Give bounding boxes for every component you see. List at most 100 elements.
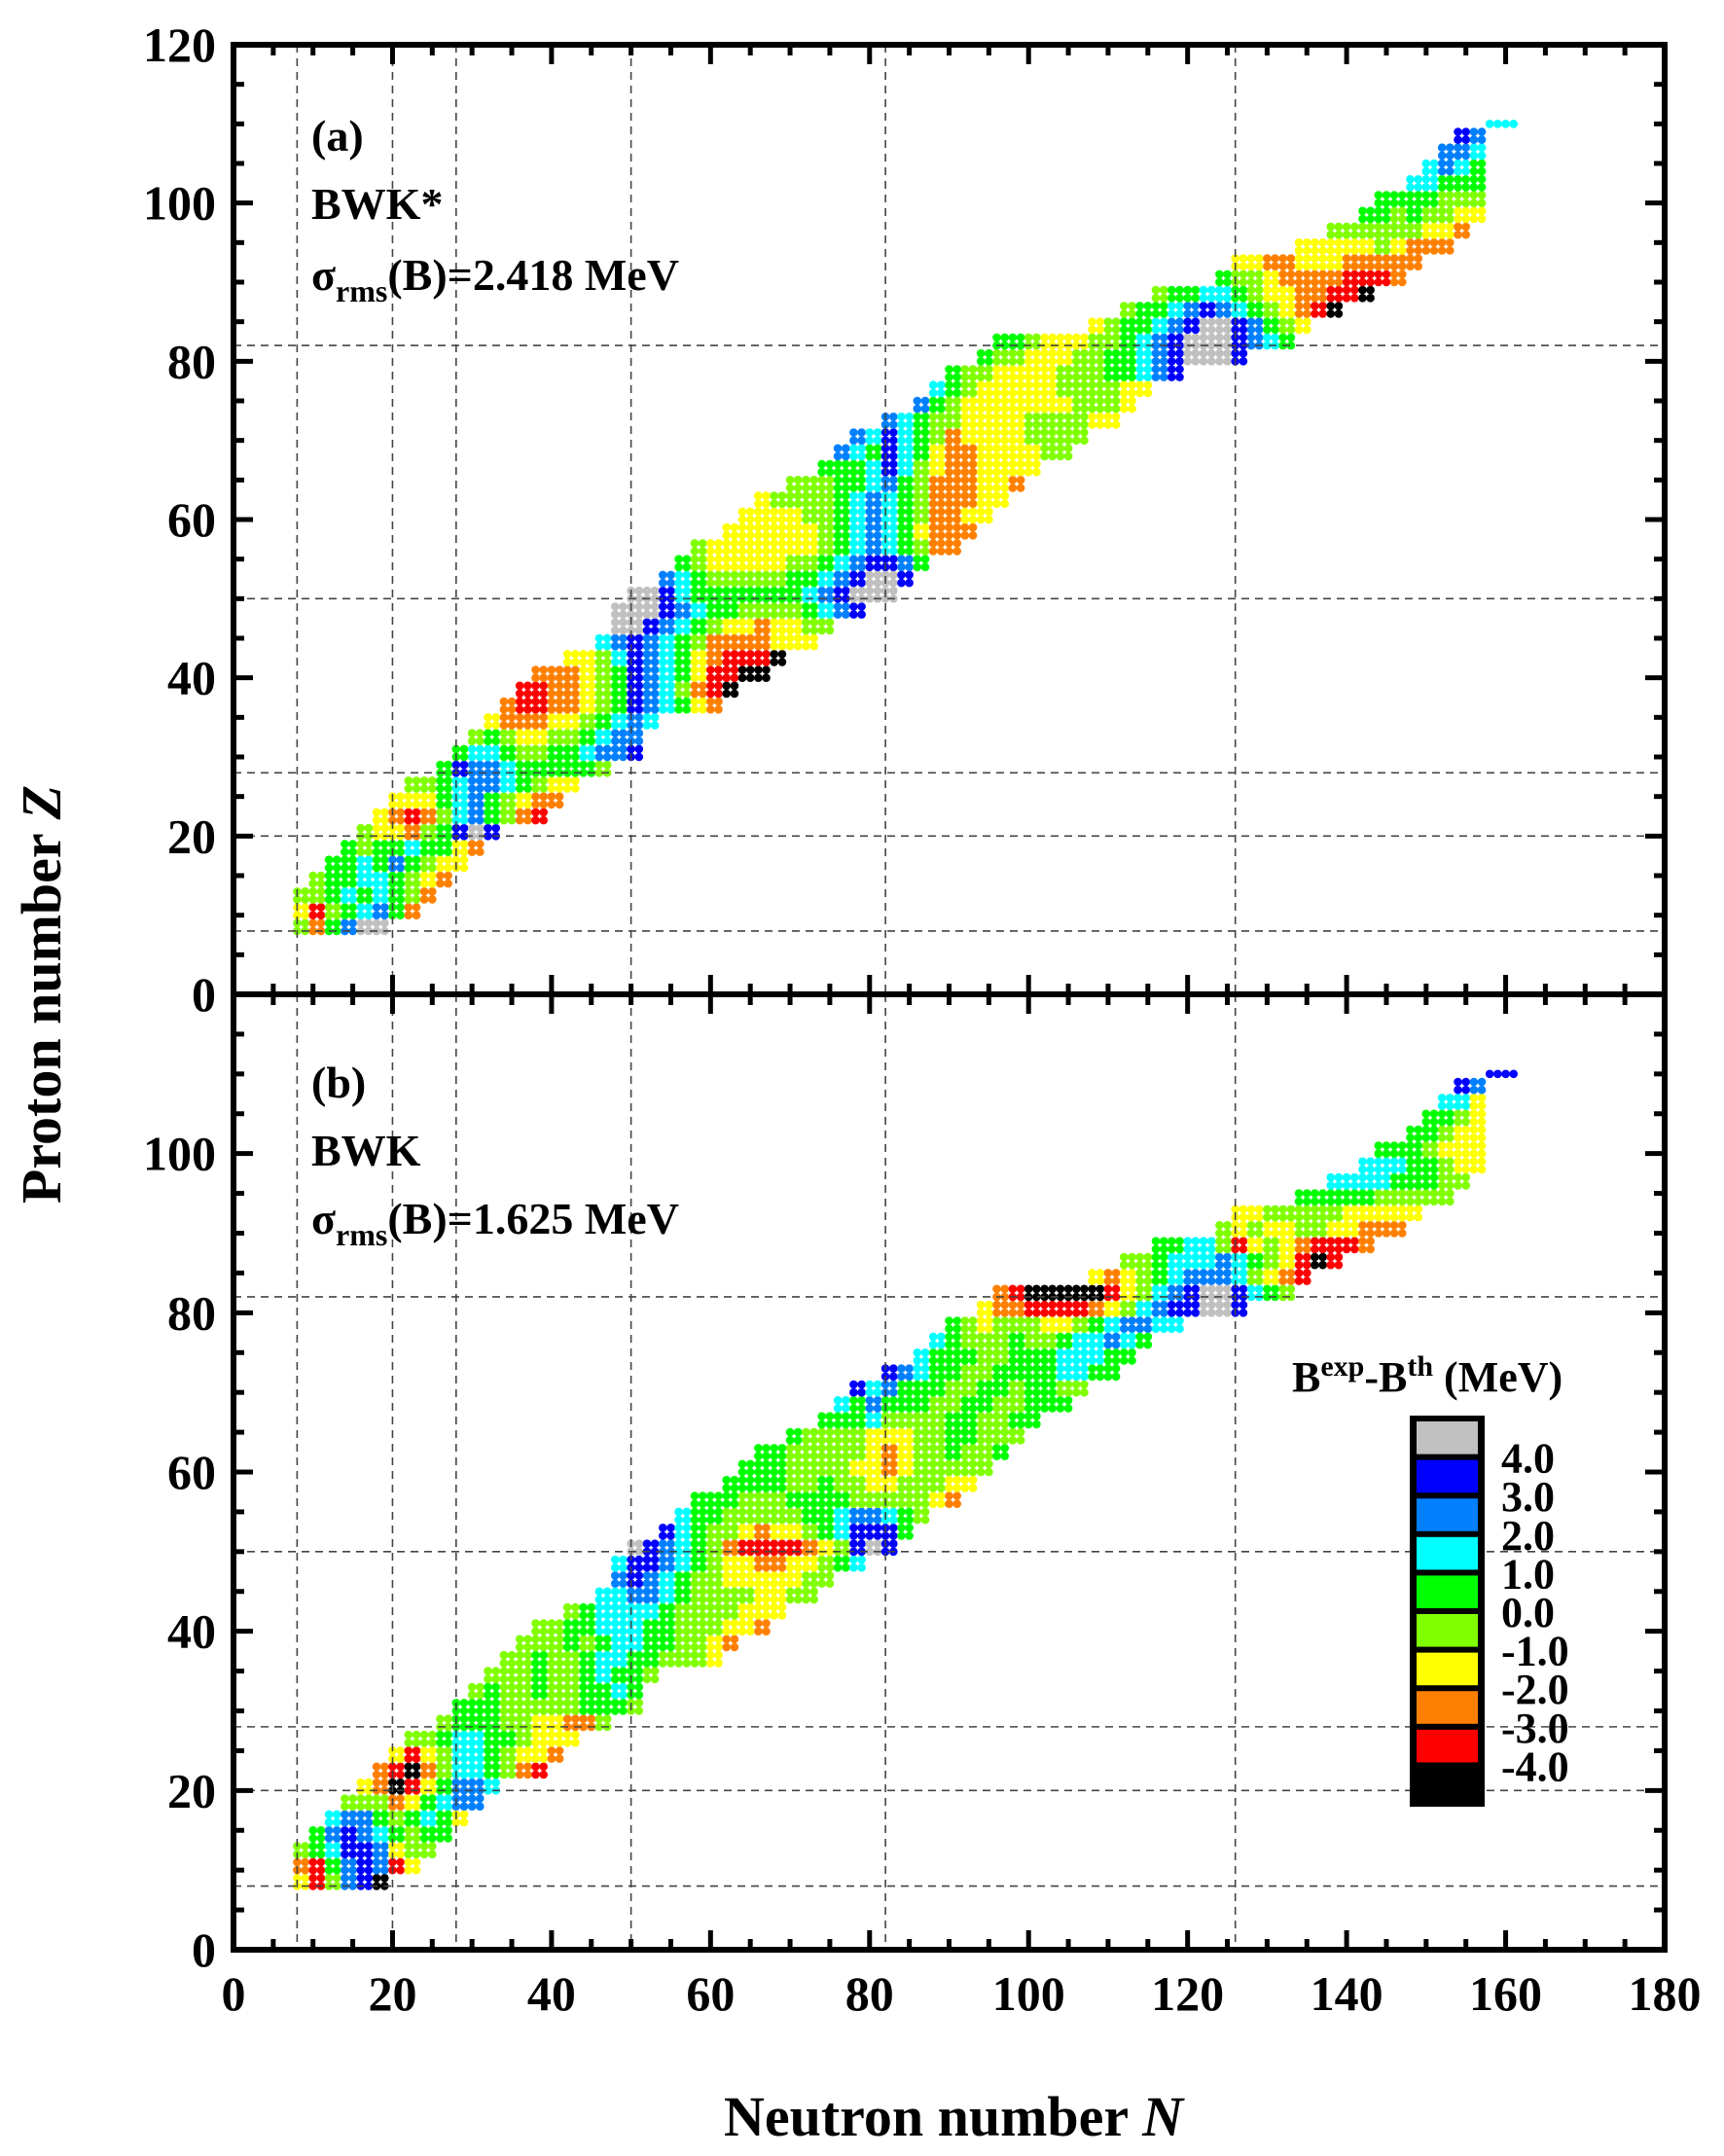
nucleus-point xyxy=(1311,1197,1319,1206)
nucleus-point xyxy=(611,633,620,643)
nucleus-point xyxy=(968,428,978,437)
nucleus-point xyxy=(1406,1189,1415,1198)
nucleus-point xyxy=(301,895,309,904)
nucleus-point xyxy=(356,1834,366,1843)
nucleus-point xyxy=(308,911,318,919)
nucleus-point xyxy=(476,1690,485,1700)
nucleus-point xyxy=(634,1555,644,1564)
nucleus-point xyxy=(1366,1229,1375,1238)
nucleus-point xyxy=(952,380,961,390)
nucleus-point xyxy=(1271,270,1279,279)
nucleus-point xyxy=(777,1579,787,1588)
nucleus-point xyxy=(412,1794,421,1803)
nucleus-point xyxy=(825,1499,835,1508)
nucleus-point xyxy=(531,1635,540,1644)
nucleus-point xyxy=(937,515,946,524)
nucleus-point xyxy=(817,484,826,492)
nucleus-point xyxy=(1032,467,1041,477)
nucleus-point xyxy=(849,555,858,563)
nucleus-point xyxy=(857,578,866,588)
nucleus-point xyxy=(754,626,763,635)
nucleus-point xyxy=(992,499,1001,508)
nucleus-point xyxy=(650,1667,660,1675)
nucleus-point xyxy=(1350,294,1359,303)
nucleus-point xyxy=(1406,198,1415,207)
nucleus-point xyxy=(937,1412,946,1420)
nucleus-point xyxy=(602,681,612,691)
nucleus-point xyxy=(523,1762,532,1772)
nucleus-point xyxy=(754,1619,763,1628)
nucleus-point xyxy=(1223,1237,1232,1245)
nucleus-point xyxy=(952,1436,961,1445)
nucleus-point xyxy=(436,800,445,809)
nucleus-point xyxy=(301,918,309,928)
nucleus-point xyxy=(937,1444,946,1453)
nucleus-point xyxy=(428,863,437,873)
nucleus-point xyxy=(1263,294,1272,303)
nucleus-point xyxy=(555,1690,564,1700)
nucleus-point xyxy=(897,420,906,429)
nucleus-point xyxy=(507,760,517,770)
nucleus-point xyxy=(897,1396,906,1405)
nucleus-point xyxy=(809,1507,818,1517)
nucleus-point xyxy=(1120,1356,1129,1365)
nucleus-point xyxy=(937,1499,946,1508)
nucleus-point xyxy=(913,1419,922,1429)
nucleus-point xyxy=(1429,1181,1439,1190)
nucleus-point xyxy=(690,594,700,603)
nucleus-point xyxy=(1008,1340,1018,1349)
nucleus-point xyxy=(650,1635,660,1644)
nucleus-point xyxy=(1032,404,1041,413)
nucleus-point xyxy=(833,515,843,524)
nucleus-point xyxy=(754,499,763,508)
nucleus-point xyxy=(1048,396,1057,406)
nucleus-point xyxy=(1446,1189,1455,1198)
nucleus-point xyxy=(523,776,532,785)
nucleus-point xyxy=(301,1842,309,1851)
nucleus-point xyxy=(1048,380,1057,390)
nucleus-point xyxy=(1072,1324,1081,1333)
nucleus-point xyxy=(880,539,890,548)
nucleus-point xyxy=(754,1452,763,1460)
nucleus-point xyxy=(897,562,906,572)
nucleus-point xyxy=(467,815,477,825)
nucleus-point xyxy=(1032,444,1041,453)
nucleus-point xyxy=(802,1427,810,1437)
nucleus-point xyxy=(793,531,803,540)
nucleus-point xyxy=(356,1842,366,1851)
nucleus-point xyxy=(1072,428,1081,437)
nucleus-point xyxy=(444,792,452,801)
nucleus-point xyxy=(865,570,875,580)
nucleus-point xyxy=(539,697,548,706)
nucleus-point xyxy=(404,792,413,801)
nucleus-point xyxy=(1294,238,1304,247)
nucleus-point xyxy=(1342,1229,1351,1238)
nucleus-point xyxy=(928,1491,938,1500)
nucleus-point xyxy=(745,1555,755,1564)
nucleus-point xyxy=(1278,277,1287,287)
nucleus-point xyxy=(562,721,572,730)
nucleus-point xyxy=(745,1475,755,1485)
nucleus-point xyxy=(1326,1237,1336,1245)
nucleus-point xyxy=(1446,1109,1455,1119)
nucleus-point xyxy=(945,420,953,429)
nucleus-point xyxy=(531,681,540,691)
nucleus-point xyxy=(976,396,986,406)
nucleus-point xyxy=(1016,373,1025,381)
nucleus-point xyxy=(833,555,843,563)
nucleus-point xyxy=(1246,302,1256,310)
nucleus-point xyxy=(873,1515,882,1525)
nucleus-point xyxy=(945,1380,953,1389)
nucleus-point xyxy=(1072,396,1081,406)
nucleus-point xyxy=(1469,1165,1479,1174)
nucleus-point xyxy=(1246,1269,1256,1277)
nucleus-point xyxy=(1294,1244,1304,1254)
nucleus-point xyxy=(865,515,875,524)
nucleus-point xyxy=(1103,1372,1113,1382)
nucleus-point xyxy=(968,1404,978,1413)
nucleus-point xyxy=(833,1524,843,1532)
nucleus-point xyxy=(547,760,557,770)
nucleus-point xyxy=(698,1635,707,1644)
nucleus-point xyxy=(889,531,898,540)
nucleus-point xyxy=(945,365,953,374)
